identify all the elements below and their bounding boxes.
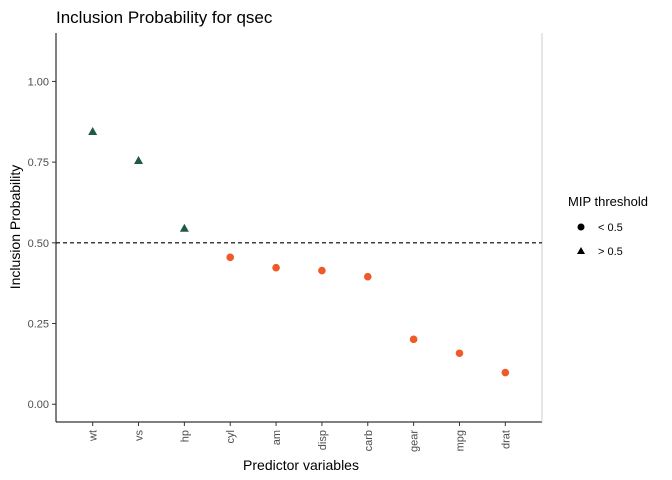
y-tick-label: 0.25 [28,319,49,331]
data-point-triangle-vs [134,156,144,165]
legend: MIP threshold < 0.5 > 0.5 [568,194,648,258]
x-axis-title: Predictor variables [243,457,359,473]
x-tick-label: hp [179,430,191,442]
x-tick-label: drat [500,430,512,449]
data-point-circle-am [272,263,280,272]
x-tick-label: cyl [225,430,237,443]
y-tick-label: 0.00 [28,399,49,411]
x-tick-label: carb [363,430,375,451]
data-point-circle-drat [501,368,510,377]
y-ticks: 0.00 0.25 0.50 0.75 1.00 [28,76,56,411]
data-point-circle-carb [363,272,372,281]
x-tick-label: wt [88,430,100,442]
data-point-circle-disp [318,266,326,275]
legend-label-above: > 0.5 [598,246,623,258]
x-tick-label: vs [134,430,146,442]
data-point-circle-cyl [226,253,235,262]
legend-circle-key [577,223,585,231]
y-tick-label: 1.00 [28,76,49,88]
x-tick-label: disp [317,430,329,450]
y-axis-title: Inclusion Probability [7,165,23,290]
data-points [88,126,510,377]
chart-title: Inclusion Probability for qsec [56,8,273,27]
data-point-triangle-wt [88,126,98,135]
x-tick-label: gear [409,430,421,452]
data-point-triangle-hp [179,223,189,232]
y-tick-label: 0.50 [28,238,49,250]
y-tick-label: 0.75 [28,157,49,169]
data-point-circle-gear [409,335,418,344]
x-tick-label: mpg [454,430,466,451]
x-ticks: wt vs hp cyl am disp carb gear mpg drat [88,422,512,452]
legend-label-below: < 0.5 [598,222,623,234]
data-point-circle-mpg [455,349,464,358]
legend-title: MIP threshold [568,194,648,209]
legend-triangle-key [577,247,585,254]
plot-area: 0.00 0.25 0.50 0.75 1.00 wt vs hp cyl am disp carb… [28,33,543,452]
x-tick-label: am [271,430,283,445]
